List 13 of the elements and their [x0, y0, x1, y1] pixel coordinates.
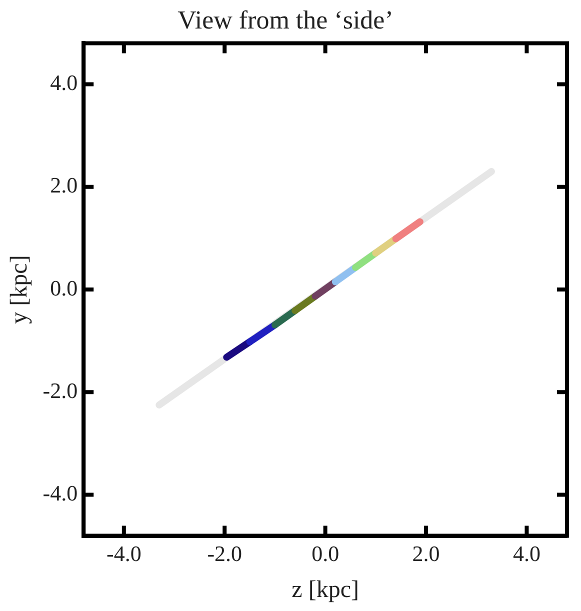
x-tick-label: 4.0	[512, 540, 540, 566]
y-tick-label: 2.0	[50, 172, 78, 198]
y-tick-label: 4.0	[50, 70, 78, 96]
y-tick-label: -2.0	[42, 378, 78, 403]
y-tick-label: -4.0	[42, 480, 78, 506]
x-tick-label: -2.0	[207, 540, 242, 566]
x-axis-title: z [kpc]	[292, 576, 359, 603]
x-tick-label: 0.0	[312, 540, 340, 566]
x-tick-label: -4.0	[106, 540, 142, 566]
y-tick-label: 0.0	[50, 275, 78, 300]
y-axis-title: y [kpc]	[6, 255, 33, 324]
x-tick-label: 2.0	[412, 540, 440, 566]
chart-title: View from the ‘side’	[178, 5, 394, 34]
